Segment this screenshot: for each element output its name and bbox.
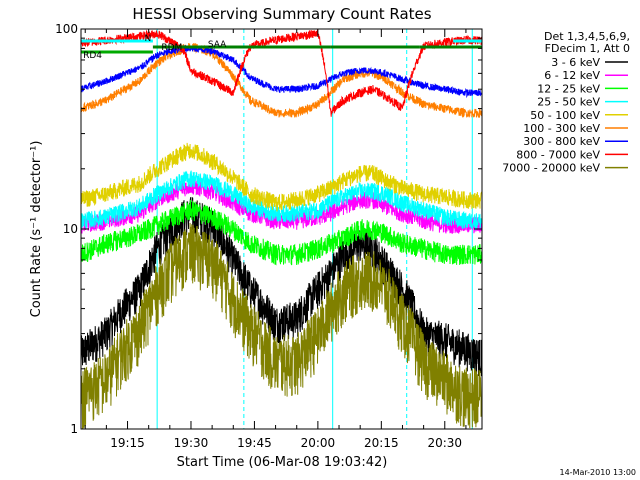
x-tick-label: 20:15: [364, 436, 399, 450]
x-axis-label: Start Time (06-Mar-08 19:03:42): [177, 455, 388, 470]
series-layer: [81, 29, 482, 429]
chart-title: HESSI Observing Summary Count Rates: [132, 5, 431, 23]
legend: Det 1,3,4,5,6,9, FDecim 1, Att 0 3 - 6 k…: [502, 30, 630, 175]
series-line-800-7000-kev: [81, 29, 482, 117]
legend-entry-label: 6 - 12 keV: [544, 69, 600, 82]
y-tick-label: 1: [70, 422, 78, 436]
flag-layer: N RDM SAA RD4: [81, 34, 482, 61]
series-line-300-800-kev: [81, 45, 482, 99]
y-tick-label: 10: [63, 222, 78, 236]
flag-label: N: [144, 34, 151, 44]
series-line-50-100-kev: [81, 142, 482, 212]
x-tick-label: 19:45: [237, 436, 272, 450]
flag-label: SAA: [208, 40, 227, 50]
series-line-3-6-kev: [81, 196, 482, 377]
series-line-7000-20000-kev: [81, 222, 482, 429]
legend-entry-label: 3 - 6 keV: [551, 56, 600, 69]
legend-entry-label: 7000 - 20000 keV: [502, 162, 600, 175]
legend-entry-label: 300 - 800 keV: [523, 135, 600, 148]
footer-date: 14-Mar-2010 13:00: [560, 468, 637, 477]
x-tick-label: 19:30: [174, 436, 209, 450]
legend-header-line-2: FDecim 1, Att 0: [545, 42, 630, 55]
y-tick-label: 100: [55, 22, 78, 36]
flag-label: RD4: [83, 51, 102, 61]
series-line-12-25-kev: [81, 199, 482, 266]
flag-label: RDM: [161, 43, 182, 53]
x-tick-label: 20:30: [427, 436, 462, 450]
series-line-100-300-kev: [81, 42, 482, 119]
legend-header-line-1: Det 1,3,4,5,6,9,: [544, 30, 630, 43]
axis-layer: 1 10 100 19:15 19:30 19:45 20:00 20:15 20:30: [55, 22, 482, 450]
legend-entry-label: 800 - 7000 keV: [516, 148, 600, 161]
x-tick-label: 20:00: [301, 436, 336, 450]
x-tick-label: 19:15: [110, 436, 145, 450]
legend-entry-label: 100 - 300 keV: [523, 122, 600, 135]
legend-entry-label: 25 - 50 keV: [537, 96, 600, 109]
legend-entry-label: 50 - 100 keV: [530, 109, 600, 122]
y-axis-label: Count Rate (s⁻¹ detector⁻¹): [29, 141, 44, 318]
legend-entry-label: 12 - 25 keV: [537, 82, 600, 95]
